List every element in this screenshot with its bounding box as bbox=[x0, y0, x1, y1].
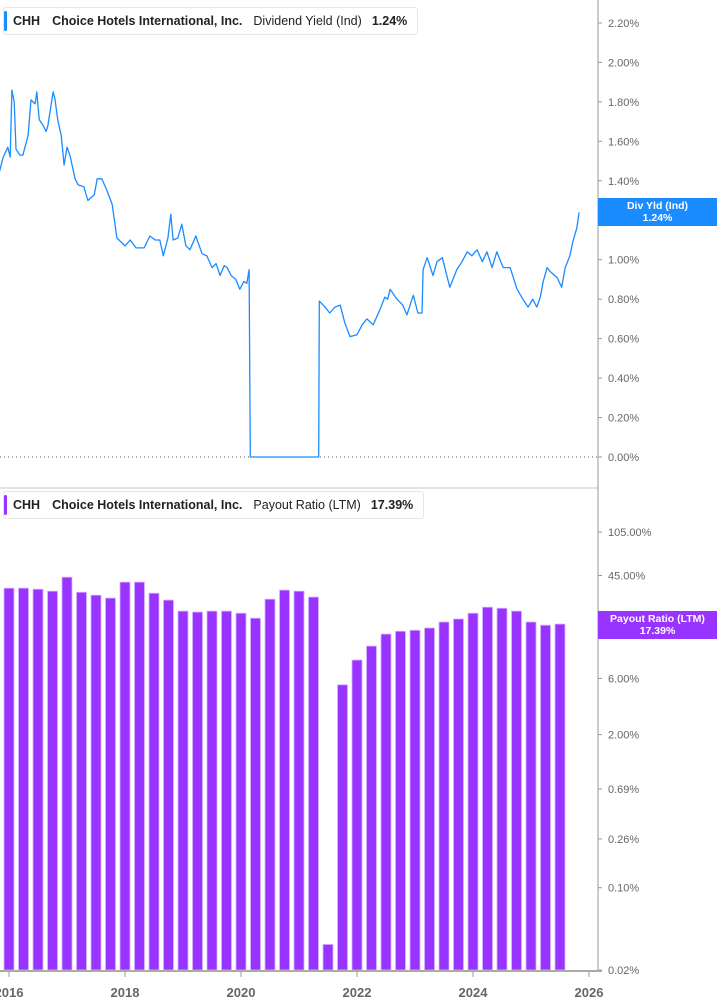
payout-bar bbox=[482, 606, 493, 971]
bottom-legend: CHH Choice Hotels International, Inc. Pa… bbox=[3, 491, 425, 519]
payout-ratio-panel bbox=[3, 576, 566, 971]
x-tick-label: 2026 bbox=[575, 985, 604, 1000]
payout-bar bbox=[105, 597, 116, 971]
y-tick-label: 0.40% bbox=[608, 373, 639, 385]
top-legend: CHH Choice Hotels International, Inc. Di… bbox=[3, 7, 419, 35]
payout-bar bbox=[453, 618, 464, 971]
payout-bar bbox=[496, 607, 508, 971]
legend-value: 17.39% bbox=[370, 498, 414, 512]
payout-bar bbox=[76, 591, 87, 971]
legend-value: 1.24% bbox=[371, 14, 408, 28]
payout-bar bbox=[366, 645, 377, 971]
payout-bar bbox=[395, 630, 406, 971]
payout-bar bbox=[293, 590, 305, 971]
payout-bar bbox=[177, 610, 189, 971]
payout-bar bbox=[192, 611, 203, 971]
y-tick-label: 45.00% bbox=[608, 570, 646, 582]
badge-label: Div Yld (Ind) bbox=[626, 200, 689, 212]
y-tick-label: 2.20% bbox=[608, 18, 639, 30]
legend-company: Choice Hotels International, Inc. bbox=[52, 498, 243, 512]
badge-value: 17.39% bbox=[639, 625, 676, 637]
payout-bar bbox=[511, 610, 522, 971]
payout-bar bbox=[250, 617, 261, 971]
payout-bar bbox=[264, 598, 276, 971]
legend-metric: Dividend Yield (Ind) bbox=[253, 14, 362, 28]
y-tick-label: 1.80% bbox=[608, 97, 639, 109]
legend-company: Choice Hotels International, Inc. bbox=[52, 14, 243, 28]
legend-color-marker bbox=[4, 495, 7, 515]
payout-bar bbox=[540, 624, 551, 971]
y-tick-label: 2.00% bbox=[608, 57, 639, 69]
y-tick-label: 0.20% bbox=[608, 413, 639, 425]
payout-bar bbox=[308, 596, 319, 971]
y-tick-label: 1.00% bbox=[608, 255, 639, 267]
y-tick-label: 0.60% bbox=[608, 334, 639, 346]
payout-bar bbox=[279, 589, 290, 971]
payout-bar bbox=[322, 944, 334, 971]
x-tick-label: 2020 bbox=[227, 985, 256, 1000]
payout-bar bbox=[163, 599, 174, 971]
payout-ratio-badge: Payout Ratio (LTM) 17.39% bbox=[598, 611, 717, 639]
x-tick-label: 2018 bbox=[111, 985, 140, 1000]
payout-bar bbox=[351, 659, 363, 971]
y-tick-label: 0.69% bbox=[608, 784, 639, 796]
payout-bar bbox=[61, 576, 73, 971]
payout-bar bbox=[206, 610, 218, 971]
y-tick-label: 1.40% bbox=[608, 176, 639, 188]
legend-color-marker bbox=[4, 11, 7, 31]
legend-metric: Payout Ratio (LTM) bbox=[253, 498, 361, 512]
x-tick-label: 2024 bbox=[459, 985, 489, 1000]
payout-bar bbox=[554, 623, 566, 971]
payout-bar bbox=[424, 627, 435, 971]
payout-bar bbox=[18, 587, 29, 971]
x-tick-label: 2016 bbox=[0, 985, 23, 1000]
payout-bar bbox=[90, 594, 102, 971]
y-tick-label: 0.00% bbox=[608, 452, 639, 464]
y-tick-label: 2.00% bbox=[608, 730, 639, 742]
payout-bar bbox=[221, 610, 232, 971]
y-tick-label: 0.80% bbox=[608, 294, 639, 306]
y-tick-label: 1.60% bbox=[608, 136, 639, 148]
payout-bar bbox=[134, 581, 145, 971]
payout-bar bbox=[47, 590, 58, 971]
y-tick-label: 6.00% bbox=[608, 673, 639, 685]
x-tick-label: 2022 bbox=[343, 985, 372, 1000]
payout-bar bbox=[32, 588, 44, 971]
y-tick-label: 105.00% bbox=[608, 527, 652, 539]
dividend-yield-line bbox=[0, 89, 580, 458]
legend-ticker: CHH bbox=[13, 14, 41, 28]
y-tick-label: 0.02% bbox=[608, 965, 639, 977]
y-tick-label: 0.10% bbox=[608, 883, 639, 895]
payout-bar bbox=[3, 587, 15, 971]
payout-bar bbox=[525, 621, 537, 971]
payout-bar bbox=[148, 592, 160, 971]
payout-bar bbox=[380, 633, 392, 971]
payout-bar bbox=[119, 581, 131, 971]
payout-bar bbox=[337, 684, 348, 971]
dividend-yield-badge: Div Yld (Ind) 1.24% bbox=[598, 198, 717, 226]
dividend-yield-panel bbox=[0, 89, 598, 458]
payout-bar bbox=[409, 629, 421, 971]
payout-bar bbox=[235, 612, 247, 971]
y-tick-label: 0.26% bbox=[608, 834, 639, 846]
legend-ticker: CHH bbox=[13, 498, 41, 512]
badge-value: 1.24% bbox=[642, 212, 673, 224]
payout-bar bbox=[438, 621, 450, 971]
payout-bar bbox=[467, 612, 479, 971]
badge-label: Payout Ratio (LTM) bbox=[610, 613, 705, 625]
